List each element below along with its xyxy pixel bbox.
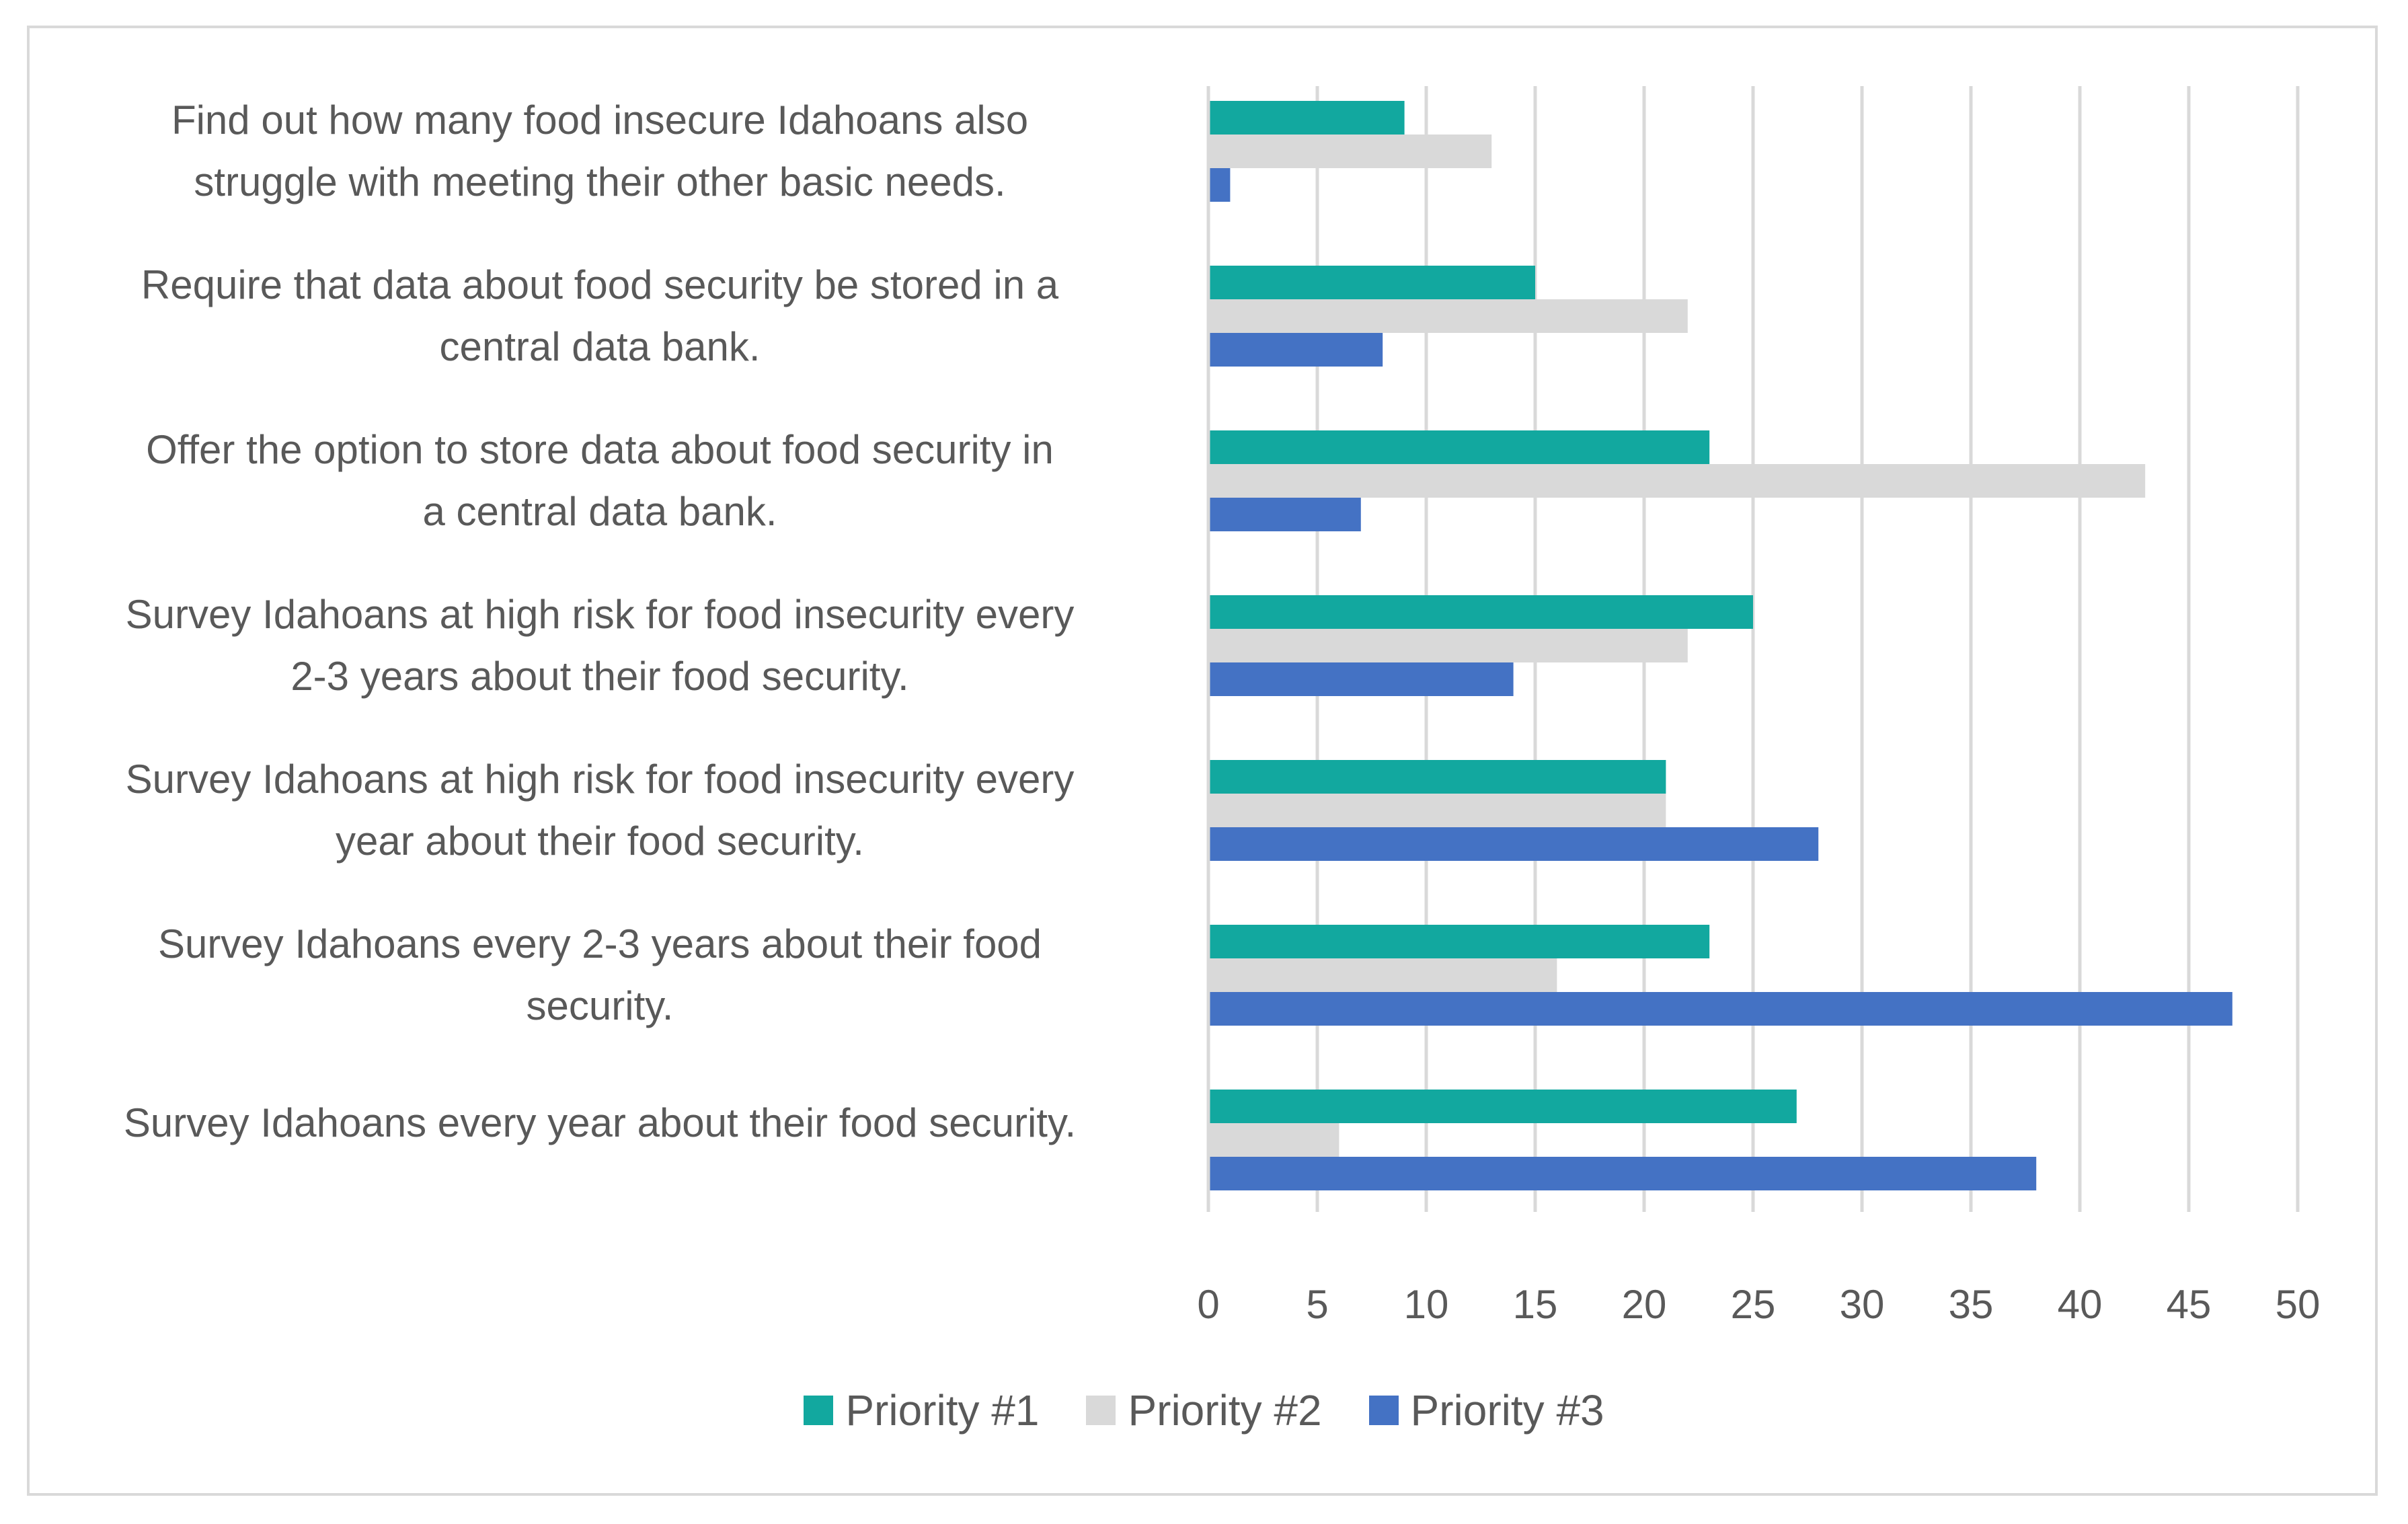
x-tick-label-20: 20 xyxy=(1622,1282,1667,1327)
category-label-line: Survey Idahoans every year about their f… xyxy=(123,1100,1077,1145)
bar-priority-1-cat-7 xyxy=(1208,1090,1797,1123)
bar-priority-3-cat-2 xyxy=(1208,333,1383,367)
x-tick-label-25: 25 xyxy=(1731,1282,1776,1327)
bar-priority-2-cat-3 xyxy=(1208,464,2146,498)
legend-item-priority-3: Priority #3 xyxy=(1368,1385,1604,1435)
chart-frame xyxy=(27,26,2378,1496)
bar-priority-2-cat-5 xyxy=(1208,794,1666,827)
category-label-line: a central data bank. xyxy=(422,489,777,534)
x-tick-label-35: 35 xyxy=(1949,1282,1994,1327)
legend: Priority #1 Priority #2 Priority #3 xyxy=(0,1385,2408,1435)
category-label-6: Survey Idahoans every 2-3 years about th… xyxy=(42,913,1158,1037)
category-label-line: central data bank. xyxy=(439,324,761,369)
x-tick-label-5: 5 xyxy=(1306,1282,1328,1327)
bar-priority-1-cat-1 xyxy=(1208,101,1405,135)
bar-priority-3-cat-4 xyxy=(1208,662,1514,696)
category-label-line: Survey Idahoans at high risk for food in… xyxy=(125,757,1075,802)
category-label-line: Survey Idahoans at high risk for food in… xyxy=(125,592,1075,637)
category-label-line: Offer the option to store data about foo… xyxy=(146,427,1054,472)
category-label-line: Require that data about food security be… xyxy=(141,262,1059,307)
category-label-line: Find out how many food insecure Idahoans… xyxy=(171,98,1029,143)
x-tick-label-50: 50 xyxy=(2276,1282,2321,1327)
category-label-2: Require that data about food security be… xyxy=(42,254,1158,378)
legend-item-priority-2: Priority #2 xyxy=(1086,1385,1322,1435)
category-label-1: Find out how many food insecure Idahoans… xyxy=(42,89,1158,213)
bar-priority-3-cat-3 xyxy=(1208,498,1361,531)
bar-priority-3-cat-5 xyxy=(1208,827,1819,861)
category-label-line: year about their food security. xyxy=(336,818,864,864)
bar-priority-1-cat-3 xyxy=(1208,430,1710,464)
bar-priority-1-cat-2 xyxy=(1208,266,1535,299)
bar-priority-2-cat-7 xyxy=(1208,1123,1339,1157)
category-label-5: Survey Idahoans at high risk for food in… xyxy=(42,749,1158,872)
category-label-4: Survey Idahoans at high risk for food in… xyxy=(42,584,1158,708)
x-tick-label-45: 45 xyxy=(2167,1282,2212,1327)
x-tick-label-15: 15 xyxy=(1513,1282,1558,1327)
bar-priority-3-cat-7 xyxy=(1208,1157,2037,1190)
category-label-3: Offer the option to store data about foo… xyxy=(42,419,1158,543)
legend-label-priority-2: Priority #2 xyxy=(1128,1386,1322,1435)
legend-swatch-priority-1 xyxy=(804,1396,834,1425)
bar-priority-2-cat-2 xyxy=(1208,299,1688,333)
x-tick-label-10: 10 xyxy=(1404,1282,1449,1327)
category-label-line: security. xyxy=(526,983,674,1028)
bar-priority-2-cat-6 xyxy=(1208,958,1557,992)
legend-label-priority-3: Priority #3 xyxy=(1410,1386,1604,1435)
bar-priority-2-cat-4 xyxy=(1208,629,1688,662)
bar-priority-3-cat-6 xyxy=(1208,992,2232,1026)
category-label-line: Survey Idahoans every 2-3 years about th… xyxy=(157,921,1042,966)
category-label-line: 2-3 years about their food security. xyxy=(290,654,909,699)
bar-priority-1-cat-5 xyxy=(1208,760,1666,794)
category-label-line: struggle with meeting their other basic … xyxy=(194,159,1006,204)
legend-item-priority-1: Priority #1 xyxy=(804,1385,1039,1435)
bar-priority-3-cat-1 xyxy=(1208,168,1231,202)
x-tick-label-0: 0 xyxy=(1197,1282,1219,1327)
legend-label-priority-1: Priority #1 xyxy=(845,1386,1040,1435)
legend-swatch-priority-2 xyxy=(1086,1396,1116,1425)
legend-swatch-priority-3 xyxy=(1368,1396,1399,1425)
x-tick-label-40: 40 xyxy=(2058,1282,2103,1327)
category-label-7: Survey Idahoans every year about their f… xyxy=(42,1092,1158,1154)
bar-priority-1-cat-4 xyxy=(1208,595,1753,629)
x-tick-label-30: 30 xyxy=(1840,1282,1885,1327)
bar-priority-2-cat-1 xyxy=(1208,135,1492,168)
bar-priority-1-cat-6 xyxy=(1208,925,1710,958)
